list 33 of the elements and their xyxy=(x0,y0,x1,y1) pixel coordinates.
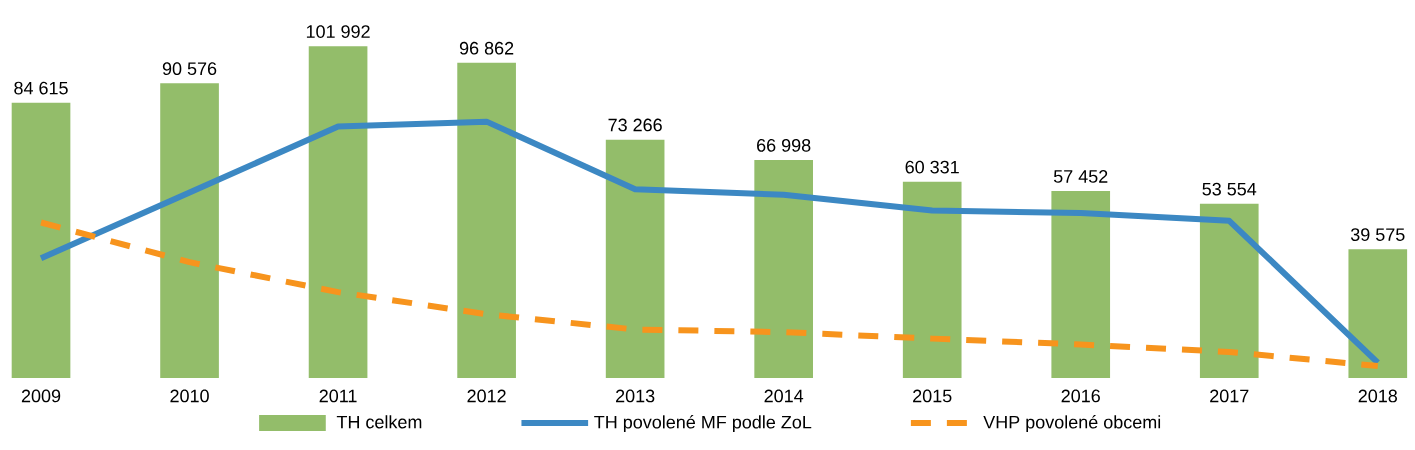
data-label: 66 998 xyxy=(757,139,811,152)
data-label: 73 266 xyxy=(608,118,662,132)
x-tick-label: 2010 xyxy=(170,389,209,403)
x-tick-label: 2013 xyxy=(616,389,655,403)
legend-label: TH povolené MF podle ZoL xyxy=(594,415,812,433)
bar xyxy=(754,160,813,378)
x-tick-label: 2014 xyxy=(764,389,804,403)
x-tick-label: 2016 xyxy=(1061,389,1100,403)
x-tick-label: 2015 xyxy=(913,389,952,403)
bar xyxy=(605,139,665,378)
bar xyxy=(308,46,368,378)
legend-label: VHP povolené obcemi xyxy=(983,415,1161,433)
data-label: 90 576 xyxy=(162,62,217,76)
bar xyxy=(1051,191,1111,378)
bar xyxy=(457,62,516,378)
data-label: 84 615 xyxy=(14,81,68,95)
data-label: 39 575 xyxy=(1350,228,1405,241)
bar xyxy=(902,181,962,378)
data-label: 101 992 xyxy=(306,25,370,38)
bar xyxy=(1348,249,1408,378)
x-tick-label: 2011 xyxy=(319,389,357,403)
data-label: 53 554 xyxy=(1202,182,1257,196)
bar xyxy=(1199,203,1259,378)
x-tick-label: 2018 xyxy=(1358,389,1398,403)
bar xyxy=(160,83,219,378)
data-label: 96 862 xyxy=(459,41,514,55)
data-label: 57 452 xyxy=(1053,170,1108,183)
x-tick-label: 2009 xyxy=(21,389,61,403)
x-tick-label: 2012 xyxy=(467,389,506,403)
data-label: 60 331 xyxy=(905,160,959,174)
legend-label: TH celkem xyxy=(336,415,422,429)
x-tick-label: 2017 xyxy=(1210,389,1249,403)
bar xyxy=(11,102,71,378)
